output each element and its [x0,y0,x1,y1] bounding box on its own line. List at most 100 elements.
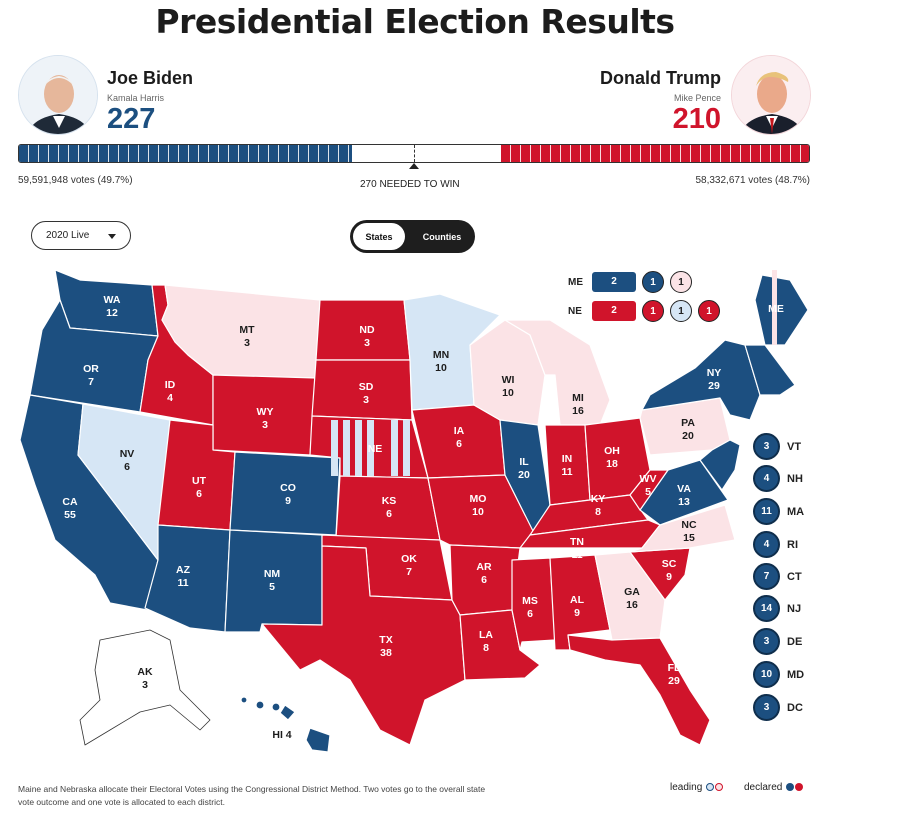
state-ev-ny: 29 [708,380,720,392]
us-electoral-map: WA12OR7CA55NV6ID4MT3WY3UT6AZ11CO9NM5ND3S… [19,269,809,753]
leading-dem-dot-icon [706,783,715,791]
state-in[interactable] [544,424,591,506]
state-ev-co: 9 [285,495,291,507]
state-label-ca: CA [62,496,78,508]
small-state-dc-ev[interactable]: 3 [753,694,780,721]
state-ev-mn: 10 [435,362,447,374]
ne-district-3[interactable]: 1 [698,300,720,322]
trump-name: Donald Trump [600,68,721,88]
harris-name: Kamala Harris [107,93,165,103]
split-label-ne: NE [568,306,582,317]
small-state-ri: RI [787,539,798,551]
state-ev-la: 8 [483,642,489,654]
declared-dem-dot-icon [786,783,795,791]
state-label-sd: SD [359,381,374,393]
trump-electoral-votes: 210 [672,103,721,135]
small-state-md-ev[interactable]: 10 [753,661,780,688]
state-label-il: IL [519,456,529,468]
state-tn[interactable] [519,519,661,549]
small-state-de-ev[interactable]: 3 [753,628,780,655]
leading-rep-dot-icon [715,783,724,791]
state-label-al: AL [570,594,585,606]
state-tx[interactable] [261,545,466,746]
ne-statewide-ev[interactable]: 2 [592,301,636,321]
state-ev-wa: 12 [106,307,118,319]
small-state-vt-ev[interactable]: 3 [753,433,780,460]
state-ev-in: 11 [561,466,572,478]
state-ev-al: 9 [574,607,580,619]
needed-to-win-label: 270 NEEDED TO WIN [360,179,460,190]
view-toggle[interactable]: States Counties [350,220,475,253]
small-state-ct-ev[interactable]: 7 [753,563,780,590]
state-ev-mt: 3 [244,337,250,349]
state-ev-az: 11 [177,577,188,589]
state-label-ia: IA [454,425,465,437]
state-label-in: IN [562,453,573,465]
state-ev-ca: 55 [64,509,76,521]
state-me[interactable] [754,274,809,346]
state-wv[interactable] [629,469,669,511]
small-state-nh-ev[interactable]: 4 [753,465,780,492]
state-hi[interactable] [240,696,331,753]
legend-declared: declared [744,782,804,793]
me-district-stripe [772,270,777,345]
state-ev-pa: 20 [682,430,694,442]
toggle-states[interactable]: States [353,223,405,250]
me-district-1[interactable]: 1 [642,271,664,293]
year-select[interactable]: 2020 Live [31,221,131,250]
state-ny[interactable] [641,339,761,421]
state-label-wa: WA [104,294,121,306]
state-ev-mi: 16 [572,405,584,417]
state-label-nc: NC [681,519,697,531]
state-label-tx: TX [379,634,392,646]
state-ev-va: 13 [678,496,690,508]
state-ev-tn: 11 [571,549,582,561]
state-label-wy: WY [257,406,274,418]
small-state-ri-ev[interactable]: 4 [753,531,780,558]
state-ev-ms: 6 [527,608,533,620]
state-ev-wy: 3 [262,419,268,431]
chevron-down-icon [108,234,116,239]
state-ev-ut: 6 [196,488,202,500]
toggle-counties[interactable]: Counties [422,232,462,242]
state-ev-wv: 5 [645,486,651,498]
legend-leading-label: leading [670,782,703,793]
me-district-2[interactable]: 1 [670,271,692,293]
trump-ev-fill [500,145,809,162]
state-label-nv: NV [120,448,135,460]
state-fl[interactable] [567,634,711,746]
declared-rep-dot-icon [795,783,804,791]
biden-name: Joe Biden [107,68,194,88]
state-ev-wi: 10 [502,387,514,399]
state-label-la: LA [479,629,493,641]
biden-popular-vote: 59,591,948 votes (49.7%) [18,175,133,186]
state-label-ny: NY [707,367,722,379]
new-england-states [744,344,796,396]
state-ev-nv: 6 [124,461,130,473]
state-label-fl: FL [668,662,681,674]
state-label-ne: NE [368,443,383,455]
state-label-mo: MO [470,493,487,505]
state-label-ok: OK [401,553,417,565]
ne-district-1[interactable]: 1 [642,300,664,322]
state-ev-sd: 3 [363,394,369,406]
state-ev-ky: 8 [595,506,601,518]
pence-name: Mike Pence [673,93,721,103]
state-ev-ok: 7 [406,566,412,578]
me-statewide-ev[interactable]: 2 [592,272,636,292]
state-ev-nc: 15 [683,532,695,544]
state-label-mt: MT [239,324,255,336]
state-label-me: ME [768,303,784,315]
small-state-ma-ev[interactable]: 11 [753,498,780,525]
year-select-value: 2020 Live [46,230,90,241]
state-label-mn: MN [433,349,449,361]
trump-portrait-icon [731,55,811,135]
state-ak[interactable] [79,629,211,746]
small-state-nj-ev[interactable]: 14 [753,595,780,622]
state-label-tn: TN [570,536,584,548]
state-ev-il: 20 [518,469,530,481]
state-label-nm: NM [264,568,281,580]
ne-district-2[interactable]: 1 [670,300,692,322]
state-ev-oh: 18 [606,458,618,470]
ne-district-stripes [331,420,410,476]
